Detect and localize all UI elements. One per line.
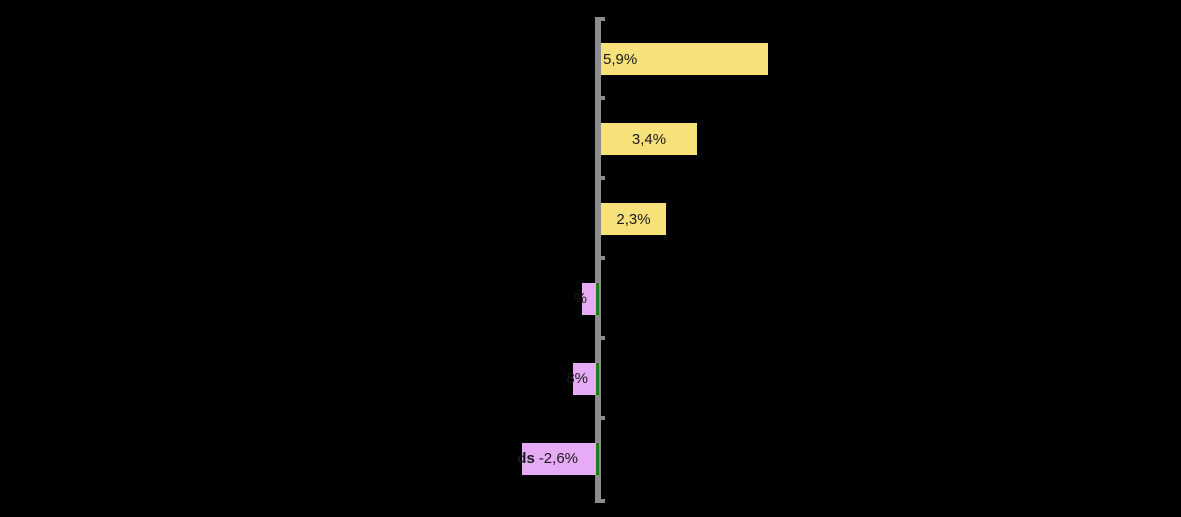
bar-negative-3[interactable] xyxy=(522,443,599,475)
bar-row: 5,9% xyxy=(0,43,1181,75)
axis-tick xyxy=(601,336,605,340)
axis-tick xyxy=(601,176,605,180)
bar-row: 3,4% xyxy=(0,123,1181,155)
bar-row: % xyxy=(0,283,1181,315)
bar-positive-3[interactable]: 2,3% xyxy=(601,203,666,235)
axis-tick xyxy=(601,416,605,420)
bar-negative-1[interactable] xyxy=(582,283,599,315)
axis-tick xyxy=(601,499,605,503)
axis-tick xyxy=(601,17,605,21)
bar-value-label: 2,3% xyxy=(616,210,651,228)
bar-negative-2[interactable] xyxy=(573,363,599,395)
baseline-axis xyxy=(595,17,601,503)
bar-row: 8% xyxy=(0,363,1181,395)
bar-value-label: 3,4% xyxy=(631,130,667,148)
bar-name-fragment: ds xyxy=(517,450,535,467)
bar-value-label: % xyxy=(573,290,587,307)
bar-row: 2,3% xyxy=(0,203,1181,235)
bar-row: ds -2,6% xyxy=(0,443,1181,475)
bar-positive-2[interactable]: 3,4% xyxy=(601,123,697,155)
bar-value-label: 5,9% xyxy=(603,50,638,68)
bar-positive-1[interactable]: 5,9% xyxy=(601,43,768,75)
bar-value-label: 8% xyxy=(566,370,588,387)
axis-tick xyxy=(601,256,605,260)
bar-value-label: ds -2,6% xyxy=(517,450,578,467)
axis-tick xyxy=(601,96,605,100)
